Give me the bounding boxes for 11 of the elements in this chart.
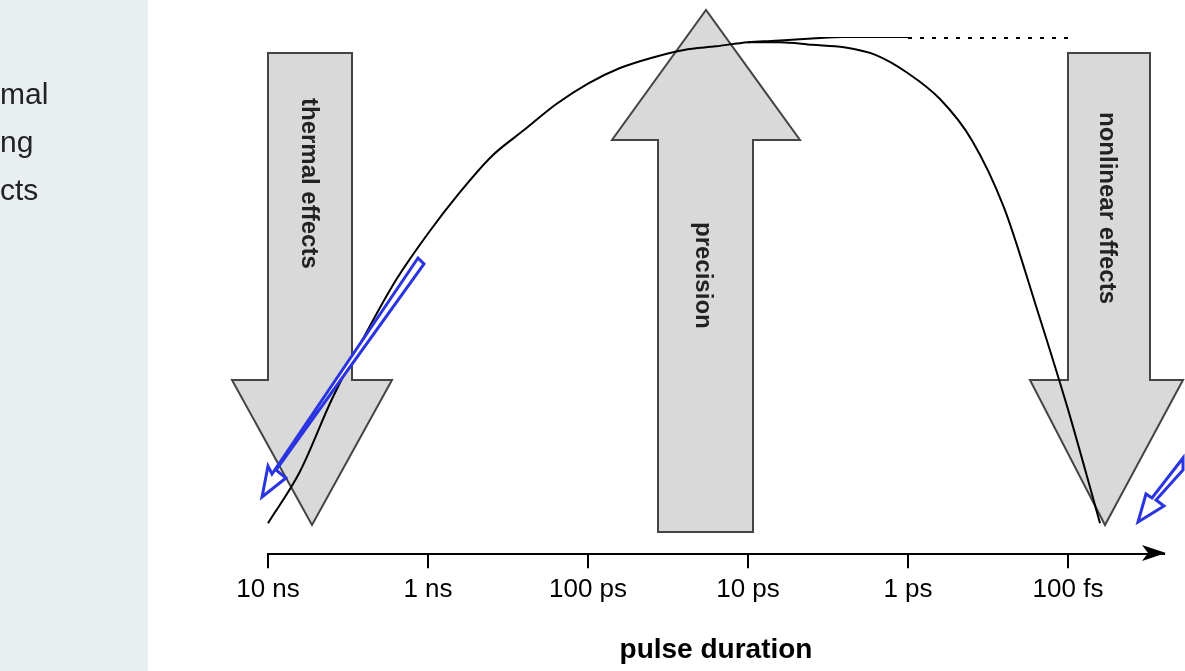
x-tick-label: 100 ps: [548, 572, 628, 603]
x-tick-label: 10 ps: [716, 572, 780, 603]
text: mal ng cts: [0, 76, 49, 208]
annotation: nonlinear effects: [1094, 112, 1122, 305]
annotation: precision: [690, 222, 718, 329]
x-axis-title: pulse duration: [619, 632, 813, 664]
x-tick-label: 10 ns: [236, 572, 300, 603]
x-tick-label: 1 ps: [883, 572, 933, 603]
x-tick-label: 1 ns: [403, 572, 453, 603]
x-tick-label: 100 fs: [1032, 572, 1104, 603]
annotation: thermal effects: [296, 98, 324, 269]
